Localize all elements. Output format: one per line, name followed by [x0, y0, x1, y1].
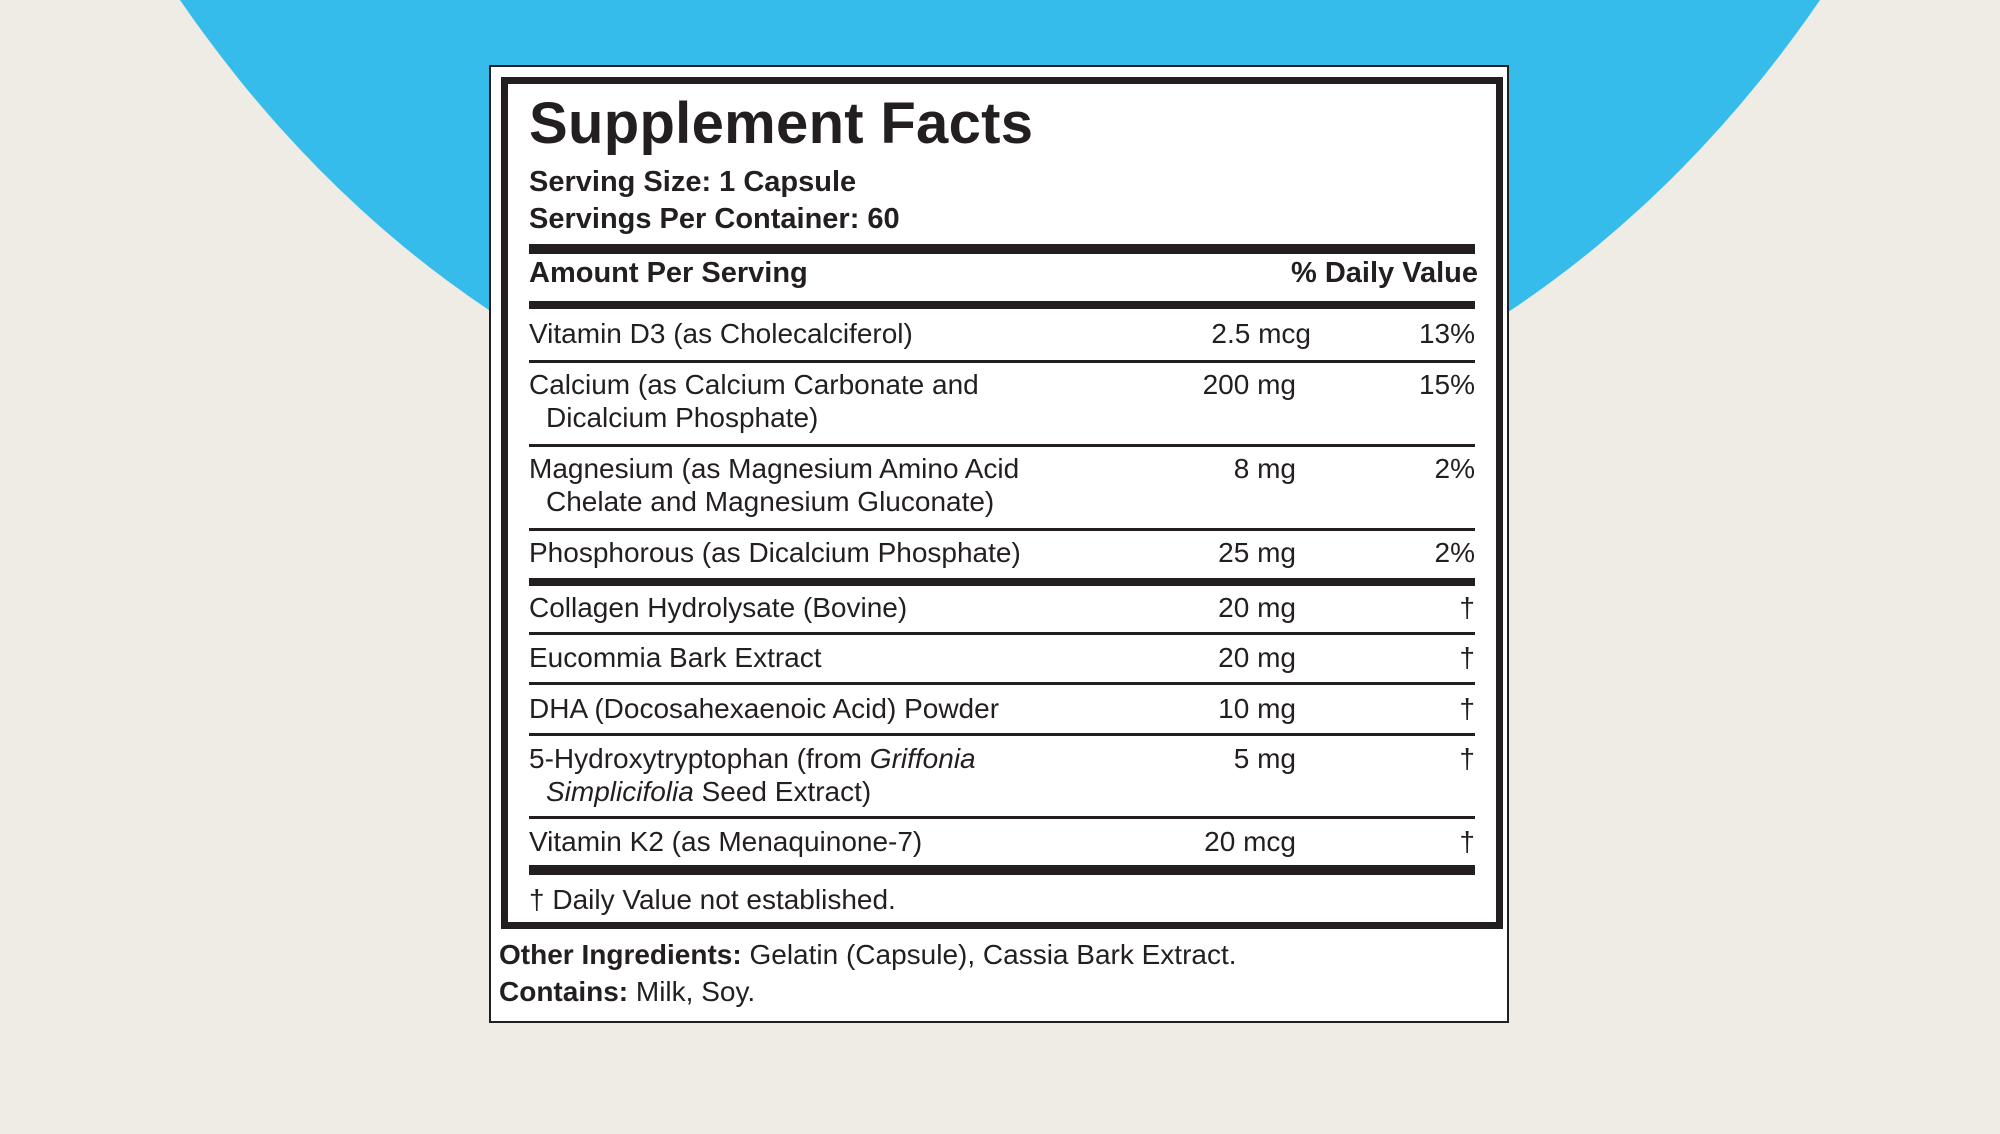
row-divider [529, 528, 1475, 531]
nutrient-amount: 10 mg [1218, 693, 1296, 724]
nutrient-amount: 20 mcg [1204, 826, 1296, 857]
nutrient-daily-value: 2% [1434, 537, 1475, 568]
nutrient-name: DHA (Docosahexaenoic Acid) Powder [529, 693, 1000, 724]
servings-per-container: Servings Per Container: 60 [529, 203, 900, 235]
header-daily-value: % Daily Value [1291, 257, 1478, 289]
nutrient-daily-value: † [1459, 743, 1475, 774]
row-divider [529, 682, 1475, 685]
divider-thick [529, 244, 1475, 254]
nutrient-amount: 200 mg [1202, 369, 1296, 400]
row-divider [529, 444, 1475, 447]
nutrient-name: Calcium (as Calcium Carbonate and Dicalc… [529, 369, 979, 433]
other-ingredients: Other Ingredients: Gelatin (Capsule), Ca… [499, 939, 1237, 970]
nutrient-daily-value: † [1459, 826, 1475, 857]
label-title: Supplement Facts [529, 91, 1034, 156]
nutrient-name: Vitamin D3 (as Cholecalciferol) [529, 318, 913, 349]
nutrient-name: Vitamin K2 (as Menaquinone-7) [529, 826, 923, 857]
nutrient-daily-value: † [1459, 642, 1475, 673]
nutrient-name: 5-Hydroxytryptophan (from Griffonia Simp… [529, 743, 976, 807]
divider-header [529, 301, 1475, 309]
row-divider [529, 816, 1475, 819]
row-divider [529, 632, 1475, 635]
supplement-label: Supplement Facts Serving Size: 1 Capsule… [489, 65, 1509, 1023]
header-amount-per-serving: Amount Per Serving [529, 257, 808, 289]
nutrient-name: Phosphorous (as Dicalcium Phosphate) [529, 537, 1021, 568]
nutrient-amount: 2.5 mcg [1211, 318, 1311, 349]
divider-thick [529, 865, 1475, 875]
contains-allergens: Contains: Milk, Soy. [499, 976, 756, 1007]
nutrient-daily-value: † [1459, 693, 1475, 724]
nutrient-amount: 5 mg [1233, 743, 1296, 774]
serving-size: Serving Size: 1 Capsule [529, 166, 857, 198]
nutrient-amount: 20 mg [1218, 592, 1296, 623]
supplement-facts-panel: Supplement Facts Serving Size: 1 Capsule… [501, 77, 1503, 929]
nutrient-amount: 8 mg [1233, 453, 1296, 484]
nutrient-amount: 20 mg [1218, 642, 1296, 673]
row-divider [529, 360, 1475, 363]
divider-section [529, 578, 1475, 586]
row-divider [529, 733, 1475, 736]
nutrient-name: Magnesium (as Magnesium Amino Acid Chela… [529, 453, 1020, 517]
nutrient-daily-value: 15% [1418, 369, 1475, 400]
footnote: † Daily Value not established. [529, 884, 896, 915]
nutrient-daily-value: 13% [1418, 318, 1475, 349]
nutrient-daily-value: 2% [1434, 453, 1475, 484]
nutrient-daily-value: † [1459, 592, 1475, 623]
nutrient-name: Collagen Hydrolysate (Bovine) [529, 592, 908, 623]
nutrient-name: Eucommia Bark Extract [529, 642, 822, 673]
nutrient-amount: 25 mg [1218, 537, 1296, 568]
